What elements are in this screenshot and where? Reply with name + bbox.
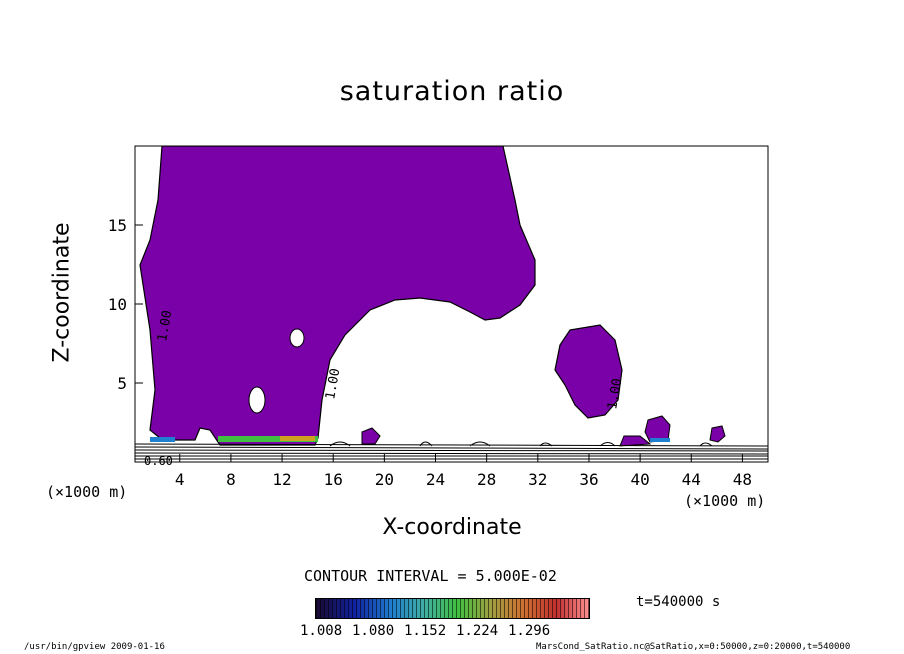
saturation-region-small-3 [361,427,381,445]
x-tick-label-2: 12 [272,470,291,489]
high-ratio-streak-4 [650,438,670,442]
x-tick-label-7: 32 [528,470,547,489]
footer-right: MarsCond_SatRatio.nc@SatRatio,x=0:50000,… [536,642,851,652]
y-tick-label-2: 15 [108,216,127,235]
saturation-hole-1 [289,328,305,348]
contour-label-2: 1.00 [323,367,343,400]
contour-label-3: 1.00 [605,377,625,410]
y-axis: 5 10 15 [108,216,143,393]
y-tick-label-1: 10 [108,295,127,314]
x-tick-label-5: 24 [426,470,445,489]
x-tick-label-0: 4 [175,470,185,489]
saturation-region-blob [554,324,623,419]
colorbar-tick-label-2: 1.152 [404,623,447,639]
time-label: t=540000 s [636,594,721,610]
colorbar-tick-label-3: 1.224 [456,623,499,639]
chart-title: saturation ratio [339,76,565,107]
x-tick-label-10: 44 [682,470,701,489]
saturation-region-main [139,146,536,446]
x-tick-label-6: 28 [477,470,496,489]
saturation-hole-2 [248,386,266,414]
colorbar [315,598,590,619]
contour-label-1: 1.00 [155,309,175,342]
high-ratio-streak-1 [218,436,318,442]
x-tick-label-1: 8 [226,470,236,489]
x-unit-left: (×1000 m) [46,483,128,501]
y-tick-label-0: 5 [117,374,127,393]
colorbar-tick-label-1: 1.080 [352,623,395,639]
x-axis: 4 8 12 16 20 24 28 32 36 40 44 48 [175,454,752,489]
footer-left: /usr/bin/gpview 2009-01-16 [24,642,165,652]
y-axis-label: Z-coordinate [49,222,75,363]
colorbar-tick-label-4: 1.296 [508,623,551,639]
colorbar-tick-label-0: 1.008 [300,623,343,639]
contour-interval-text: CONTOUR INTERVAL = 5.000E-02 [304,567,557,585]
x-tick-label-11: 48 [733,470,752,489]
high-ratio-streak-3 [150,437,175,442]
x-tick-label-9: 40 [630,470,649,489]
contour-label-4: 0.60 [144,454,173,468]
saturation-region-small-2 [709,425,726,443]
high-ratio-streak-2 [280,436,315,441]
x-unit-right: (×1000 m) [684,492,766,510]
x-tick-label-4: 20 [375,470,394,489]
ground-contours [135,441,768,460]
x-tick-label-8: 36 [579,470,598,489]
x-axis-label: X-coordinate [382,515,522,540]
x-tick-label-3: 16 [324,470,343,489]
saturation-region-small-4 [619,435,652,447]
